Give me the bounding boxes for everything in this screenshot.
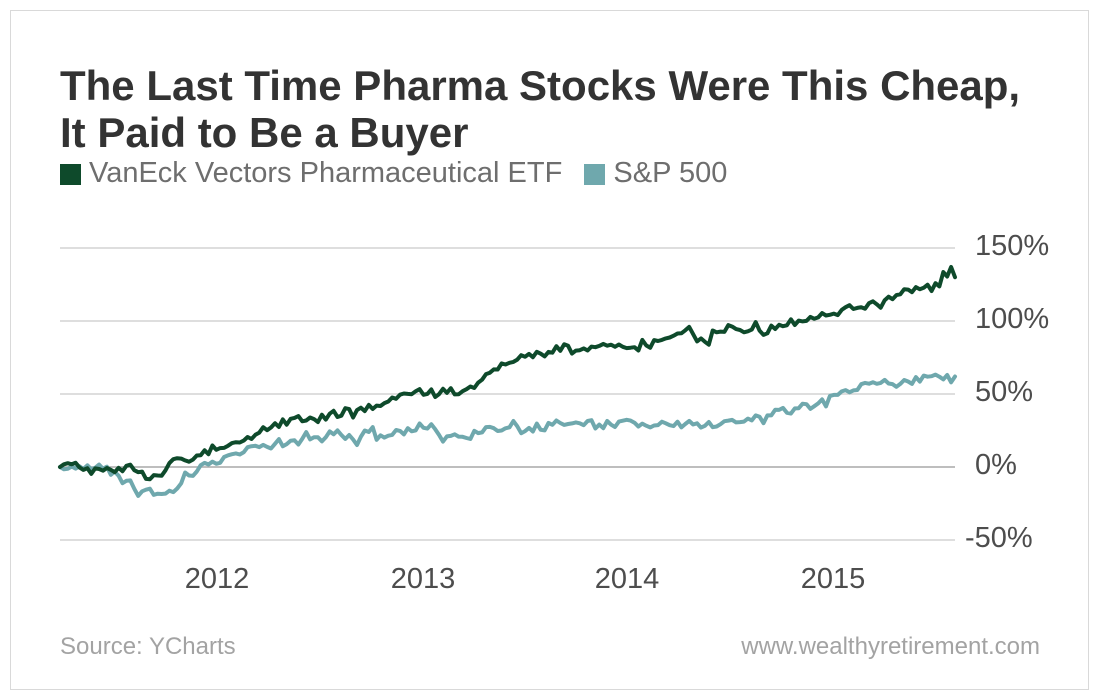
svg-text:2012: 2012: [185, 563, 250, 595]
svg-text:0%: 0%: [975, 449, 1017, 481]
svg-text:150%: 150%: [975, 230, 1049, 262]
svg-text:2015: 2015: [801, 563, 866, 595]
svg-text:2014: 2014: [595, 563, 660, 595]
svg-text:100%: 100%: [975, 303, 1049, 335]
svg-text:50%: 50%: [975, 376, 1033, 408]
svg-text:2013: 2013: [391, 563, 456, 595]
svg-text:-50%: -50%: [965, 522, 1033, 554]
